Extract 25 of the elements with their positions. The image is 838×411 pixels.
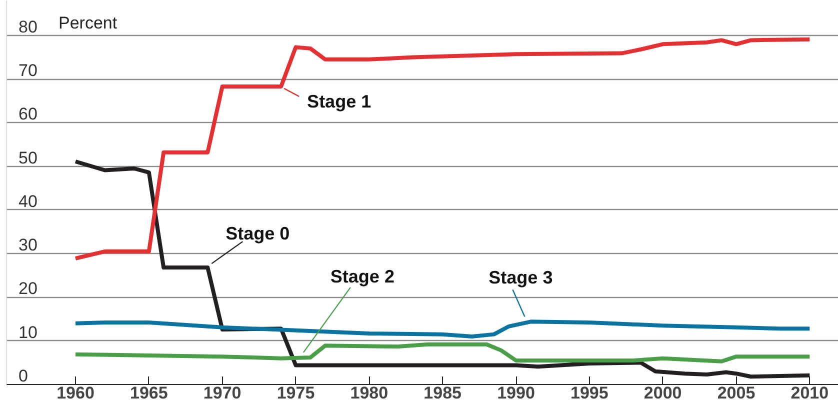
x-tick-label: 1965 [130,384,168,402]
y-axis-title: Percent [58,13,118,32]
y-tick-label: 30 [18,236,38,255]
y-tick-label: 20 [18,279,38,298]
y-tick-label: 0 [18,366,28,386]
x-tick-label: 2000 [644,384,682,402]
series-label: Stage 0 [226,224,290,244]
y-tick-label: 50 [18,148,38,168]
y-tick-label: 80 [18,17,38,36]
x-tick-label: 1990 [497,384,535,402]
x-tick-label: 1975 [276,384,315,402]
y-tick-label: 40 [18,192,38,211]
x-tick-label: 1960 [56,384,94,402]
y-tick-label: 60 [18,104,38,124]
x-tick-label: 1985 [424,384,462,402]
y-tick-label: 10 [18,322,38,342]
y-tick-label: 70 [18,61,38,80]
legend-label: Stage 1 [307,91,372,112]
x-tick-label: 1980 [350,384,388,402]
x-tick-label: 1970 [203,384,242,402]
x-tick-label: 2010 [790,384,829,402]
x-tick-label: 1995 [570,384,608,402]
series-label: Stage 3 [488,268,553,288]
text: Stage 2 [330,266,394,286]
x-tick-label: 2005 [717,384,756,402]
